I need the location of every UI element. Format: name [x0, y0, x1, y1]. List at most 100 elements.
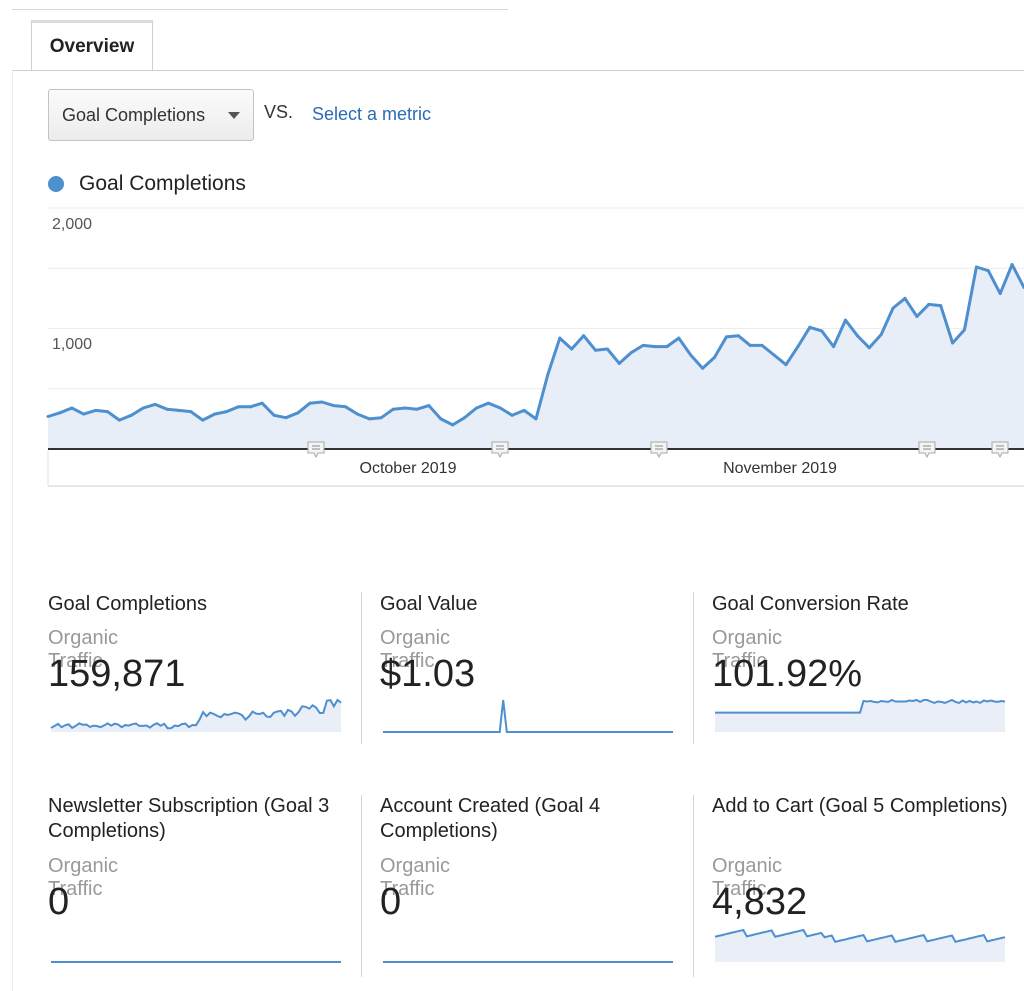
tab-overview[interactable]: Overview: [31, 20, 153, 71]
data-point: [451, 423, 455, 427]
card-value: 159,871: [48, 653, 186, 695]
legend-label: Goal Completions: [79, 172, 246, 195]
data-point: [653, 345, 657, 349]
annotation-icon[interactable]: [491, 441, 509, 459]
data-point: [308, 401, 312, 405]
card-value: 0: [380, 881, 402, 923]
data-point: [344, 405, 348, 409]
data-point: [332, 404, 336, 408]
data-point: [534, 417, 538, 421]
card-segment: Organic Traffic: [380, 855, 451, 900]
data-point: [760, 343, 764, 347]
sparkline-fill: [715, 930, 1005, 962]
data-point: [974, 265, 978, 269]
card-value: $1.03: [380, 653, 476, 695]
card-segment: Organic Traffic: [48, 855, 119, 900]
data-point: [713, 355, 717, 359]
metric-dropdown-label: Goal Completions: [62, 104, 206, 125]
sparkline: [715, 698, 1006, 732]
data-point: [415, 407, 419, 411]
card-segment: Organic Traffic: [48, 627, 119, 672]
data-point: [939, 304, 943, 308]
data-point: [141, 406, 145, 410]
data-point: [784, 363, 788, 367]
data-point: [248, 405, 252, 409]
data-point: [355, 412, 359, 416]
data-point: [546, 372, 550, 376]
sparkline-line: [715, 698, 1006, 714]
top-divider: [12, 9, 508, 10]
data-point: [867, 346, 871, 350]
data-point: [117, 418, 121, 422]
card-segment: Organic Traffic: [712, 855, 783, 900]
data-point: [522, 408, 526, 412]
data-point: [998, 292, 1002, 296]
data-point: [986, 269, 990, 273]
x-axis-label: October 2019: [360, 460, 457, 477]
card-divider: [361, 592, 362, 744]
data-point: [46, 414, 50, 418]
data-point: [677, 336, 681, 340]
annotation-markers[interactable]: [307, 441, 1009, 459]
data-point: [903, 296, 907, 300]
data-point: [558, 336, 562, 340]
data-point: [832, 345, 836, 349]
vs-label: VS.: [264, 102, 294, 122]
sparkline-fill: [51, 700, 341, 732]
data-point: [820, 329, 824, 333]
data-point: [915, 314, 919, 318]
annotation-icon[interactable]: [650, 441, 668, 459]
card-segment: Organic Traffic: [380, 627, 451, 672]
data-point: [808, 325, 812, 329]
data-point: [201, 418, 205, 422]
data-point: [510, 413, 514, 417]
card-divider: [693, 592, 694, 744]
data-point: [403, 406, 407, 410]
data-point: [570, 347, 574, 351]
annotation-icon[interactable]: [991, 441, 1009, 459]
data-point: [189, 410, 193, 414]
y-tick-label: 1,000: [52, 336, 92, 353]
series-points: [46, 263, 1024, 427]
card-title: Newsletter Subscription (Goal 3 Completi…: [48, 795, 330, 842]
data-point: [70, 406, 74, 410]
data-point: [367, 417, 371, 421]
data-point: [153, 402, 157, 406]
legend-dot-icon: [48, 176, 64, 192]
goal-completions-chart: 2,000 1,000 October 2019 November 2019: [46, 207, 1024, 487]
tab-strip-divider: [12, 70, 1024, 71]
sparkline-line: [714, 928, 1006, 943]
data-point: [701, 366, 705, 370]
sparkline: [50, 698, 342, 732]
sparkline-line: [383, 699, 673, 733]
data-point: [641, 343, 645, 347]
data-point: [1010, 263, 1014, 267]
data-point: [94, 408, 98, 412]
data-point: [843, 318, 847, 322]
card-title: Goal Value: [380, 593, 478, 615]
data-point: [689, 353, 693, 357]
data-point: [772, 353, 776, 357]
data-point: [498, 406, 502, 410]
card-title: Goal Completions: [48, 593, 207, 615]
data-point: [665, 345, 669, 349]
chevron-down-icon: [228, 112, 240, 119]
select-metric-link[interactable]: Select a metric: [312, 104, 432, 124]
data-point: [106, 410, 110, 414]
series-area: [48, 264, 1024, 449]
chart-legend: Goal Completions: [48, 172, 246, 196]
data-point: [129, 413, 133, 417]
data-point: [474, 406, 478, 410]
card-title: Add to Cart (Goal 5 Completions): [712, 795, 1008, 817]
metric-dropdown[interactable]: Goal Completions: [48, 89, 254, 141]
sparkline: [714, 928, 1006, 962]
sparkline: [383, 961, 673, 963]
card-segment: Organic Traffic: [712, 627, 783, 672]
annotation-icon[interactable]: [918, 441, 936, 459]
annotation-icon[interactable]: [307, 441, 325, 459]
data-point: [629, 351, 633, 355]
card-divider: [693, 795, 694, 977]
data-point: [891, 306, 895, 310]
data-point: [320, 400, 324, 404]
data-point: [236, 405, 240, 409]
